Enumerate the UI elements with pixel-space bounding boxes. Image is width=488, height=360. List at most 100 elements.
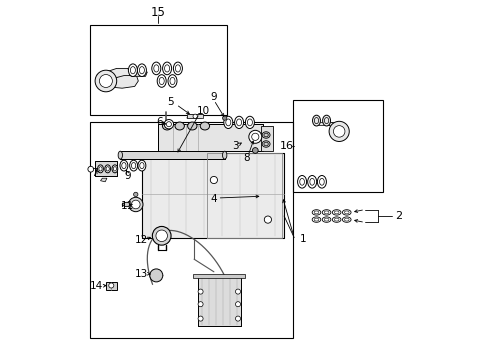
Circle shape (88, 166, 94, 172)
Text: 7: 7 (91, 168, 98, 178)
Ellipse shape (138, 160, 145, 171)
Ellipse shape (168, 75, 177, 87)
Ellipse shape (332, 217, 340, 222)
Ellipse shape (139, 67, 144, 74)
Polygon shape (158, 124, 262, 151)
Ellipse shape (130, 67, 135, 74)
Ellipse shape (322, 115, 330, 126)
Circle shape (198, 316, 203, 321)
Text: 12: 12 (134, 235, 147, 246)
Polygon shape (101, 76, 138, 88)
Circle shape (128, 197, 142, 212)
Text: 8: 8 (243, 153, 249, 163)
Ellipse shape (262, 141, 269, 147)
Polygon shape (142, 153, 284, 238)
Circle shape (133, 192, 138, 197)
Text: 9: 9 (210, 92, 217, 102)
Ellipse shape (187, 122, 197, 130)
Ellipse shape (297, 175, 306, 188)
Ellipse shape (342, 210, 350, 215)
Text: 14: 14 (89, 281, 102, 291)
Ellipse shape (311, 217, 320, 222)
Ellipse shape (162, 122, 171, 130)
Text: 11: 11 (121, 201, 134, 211)
Ellipse shape (322, 210, 330, 215)
Ellipse shape (200, 122, 209, 130)
Circle shape (235, 316, 240, 321)
Circle shape (152, 226, 171, 245)
Ellipse shape (118, 151, 122, 159)
Bar (292, 100, 382, 192)
Circle shape (193, 114, 197, 118)
Ellipse shape (311, 210, 320, 215)
Ellipse shape (307, 175, 316, 188)
Bar (186, 114, 203, 118)
Ellipse shape (322, 217, 330, 222)
Ellipse shape (224, 116, 232, 129)
Circle shape (99, 75, 112, 87)
Ellipse shape (245, 116, 254, 129)
Ellipse shape (175, 122, 184, 130)
Ellipse shape (128, 64, 137, 77)
Circle shape (222, 116, 226, 120)
Polygon shape (197, 275, 241, 326)
Circle shape (95, 70, 117, 92)
Polygon shape (313, 122, 328, 125)
Ellipse shape (163, 62, 171, 75)
Ellipse shape (234, 116, 243, 129)
Circle shape (248, 130, 261, 143)
Circle shape (252, 148, 258, 153)
Polygon shape (120, 151, 224, 159)
Circle shape (210, 176, 217, 184)
Circle shape (264, 216, 271, 223)
Bar (120, 151, 224, 159)
Polygon shape (131, 72, 147, 76)
Bar (142, 153, 284, 238)
Circle shape (164, 120, 173, 129)
Polygon shape (97, 68, 131, 77)
Ellipse shape (120, 160, 127, 171)
Text: 1: 1 (299, 234, 306, 244)
Text: 16: 16 (280, 141, 293, 151)
Circle shape (235, 289, 240, 294)
Ellipse shape (332, 210, 340, 215)
Circle shape (131, 200, 140, 209)
Polygon shape (95, 161, 117, 176)
Circle shape (333, 126, 344, 137)
Ellipse shape (122, 202, 130, 207)
Bar (95, 161, 117, 176)
Ellipse shape (112, 165, 118, 173)
Text: 4: 4 (210, 194, 217, 204)
Text: 9: 9 (124, 171, 131, 181)
Ellipse shape (104, 165, 110, 173)
Ellipse shape (222, 151, 226, 159)
Circle shape (235, 302, 240, 307)
Ellipse shape (342, 217, 350, 222)
Ellipse shape (137, 64, 146, 77)
Text: 2: 2 (394, 211, 401, 221)
Polygon shape (152, 234, 158, 237)
Circle shape (149, 269, 163, 282)
Bar (197, 275, 241, 326)
Ellipse shape (317, 175, 325, 188)
Circle shape (328, 121, 348, 141)
Polygon shape (260, 126, 273, 151)
Ellipse shape (151, 62, 161, 75)
Polygon shape (106, 282, 117, 290)
Ellipse shape (312, 115, 320, 126)
Bar (158, 124, 262, 151)
Text: 5: 5 (167, 97, 174, 107)
Text: 10: 10 (196, 106, 209, 116)
Circle shape (198, 289, 203, 294)
Ellipse shape (98, 165, 103, 173)
Bar (89, 122, 292, 338)
Circle shape (198, 302, 203, 307)
Circle shape (108, 283, 114, 288)
Text: 13: 13 (134, 269, 147, 279)
Text: 3: 3 (232, 141, 238, 151)
Circle shape (156, 230, 167, 242)
Ellipse shape (129, 160, 137, 171)
Text: 15: 15 (150, 6, 165, 19)
Polygon shape (193, 274, 244, 278)
Polygon shape (101, 178, 107, 182)
